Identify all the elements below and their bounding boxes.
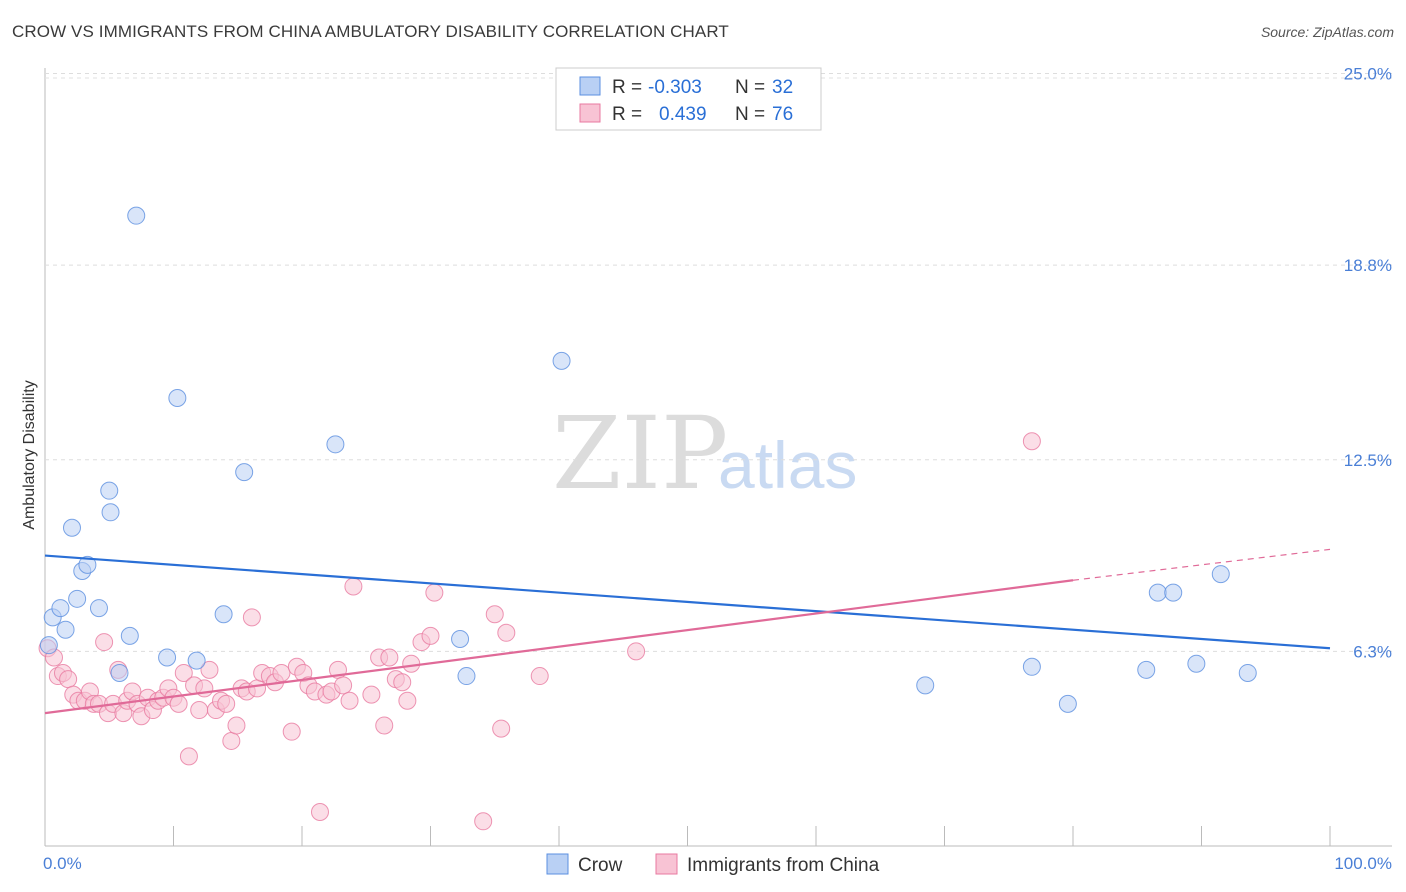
- x-ticks: [44, 826, 1331, 846]
- china-point: [248, 679, 267, 698]
- legend-n-value: 32: [772, 77, 793, 98]
- crow-point: [451, 629, 470, 648]
- gridlines: [45, 73, 1392, 652]
- source-label: Source: ZipAtlas.com: [1260, 24, 1394, 40]
- legend-swatch-china: [579, 103, 601, 123]
- china-trend-extension: [1072, 548, 1331, 581]
- china-point: [95, 633, 114, 652]
- crow-point: [1211, 565, 1230, 584]
- crow-point: [235, 463, 254, 482]
- china-point: [59, 670, 78, 689]
- bottom-legend: Crow Immigrants from China: [546, 853, 880, 876]
- china-point: [485, 605, 504, 624]
- china-point: [272, 663, 291, 682]
- chart-title: CROW VS IMMIGRANTS FROM CHINA AMBULATORY…: [12, 22, 729, 41]
- china-point: [362, 685, 381, 704]
- x-tick-label: 0.0%: [43, 854, 82, 873]
- china-point: [310, 803, 329, 822]
- x-tick-label: 100.0%: [1334, 854, 1392, 873]
- crow-trend-line: [44, 554, 1331, 650]
- crow-point: [127, 206, 146, 225]
- legend-r-label: R =: [612, 77, 642, 98]
- china-point: [282, 722, 301, 741]
- china-point: [421, 626, 440, 645]
- china-point: [174, 663, 193, 682]
- bottom-legend-swatch-crow: [546, 853, 569, 875]
- legend-n-label: N =: [735, 77, 765, 98]
- china-point: [179, 747, 198, 766]
- crow-point: [1238, 663, 1257, 682]
- china-point: [497, 623, 516, 642]
- crow-point: [62, 518, 81, 537]
- china-point: [190, 701, 209, 720]
- crow-point: [552, 351, 571, 370]
- crow-point: [916, 676, 935, 695]
- crow-point: [326, 435, 345, 454]
- crow-point: [56, 620, 75, 639]
- crow-point: [457, 667, 476, 686]
- china-point: [222, 731, 241, 750]
- legend-r-label: R =: [612, 104, 642, 125]
- crow-point: [78, 555, 97, 574]
- series-crow-points: [39, 206, 1257, 713]
- china-point: [474, 812, 493, 831]
- china-point: [380, 648, 399, 667]
- legend-swatch-crow: [579, 76, 601, 96]
- legend-n-label: N =: [735, 104, 765, 125]
- y-tick-label: 25.0%: [1344, 65, 1392, 84]
- watermark-atlas: atlas: [718, 428, 857, 502]
- legend-n-value: 76: [772, 104, 793, 125]
- crow-point: [51, 599, 70, 618]
- bottom-legend-swatch-china: [655, 853, 678, 875]
- china-point: [425, 583, 444, 602]
- china-point: [334, 676, 353, 695]
- china-point: [200, 660, 219, 679]
- crow-point: [1022, 657, 1041, 676]
- china-point: [227, 716, 246, 735]
- legend-r-value: -0.303: [648, 77, 702, 98]
- bottom-legend-china: Immigrants from China: [687, 855, 880, 876]
- bottom-legend-crow: Crow: [578, 855, 623, 876]
- china-point: [627, 642, 646, 661]
- china-point: [398, 691, 417, 710]
- crow-point: [1137, 660, 1156, 679]
- china-point: [1022, 432, 1041, 451]
- crow-point: [39, 636, 58, 655]
- crow-point: [68, 589, 87, 608]
- crow-point: [158, 648, 177, 667]
- crow-point: [1187, 654, 1206, 673]
- trend-lines: [44, 548, 1331, 715]
- crow-point: [101, 503, 120, 522]
- china-trend-line: [44, 579, 1074, 715]
- crow-point: [100, 481, 119, 500]
- china-point: [492, 719, 511, 738]
- crow-point: [187, 651, 206, 670]
- china-point: [217, 694, 236, 713]
- china-point: [375, 716, 394, 735]
- series-china-points: [38, 432, 1041, 831]
- china-point: [169, 694, 188, 713]
- crow-point: [214, 605, 233, 624]
- china-point: [340, 691, 359, 710]
- china-point: [402, 654, 421, 673]
- crow-point: [110, 663, 129, 682]
- crow-point: [120, 626, 139, 645]
- china-point: [393, 673, 412, 692]
- crow-point: [1058, 694, 1077, 713]
- legend-r-value: 0.439: [659, 104, 707, 125]
- china-point: [530, 667, 549, 686]
- crow-point: [89, 599, 108, 618]
- china-point: [242, 608, 261, 627]
- china-point: [344, 577, 363, 596]
- crow-point: [1164, 583, 1183, 602]
- watermark-zip: ZIP: [552, 395, 728, 512]
- y-tick-label: 6.3%: [1353, 642, 1392, 661]
- crow-point: [1148, 583, 1167, 602]
- y-axis-label: Ambulatory Disability: [21, 380, 38, 529]
- y-tick-label: 12.5%: [1344, 451, 1392, 470]
- legend-box: R = -0.303 N = 32 R = 0.439 N = 76: [555, 67, 822, 131]
- y-tick-label: 18.8%: [1344, 256, 1392, 275]
- crow-point: [168, 388, 187, 407]
